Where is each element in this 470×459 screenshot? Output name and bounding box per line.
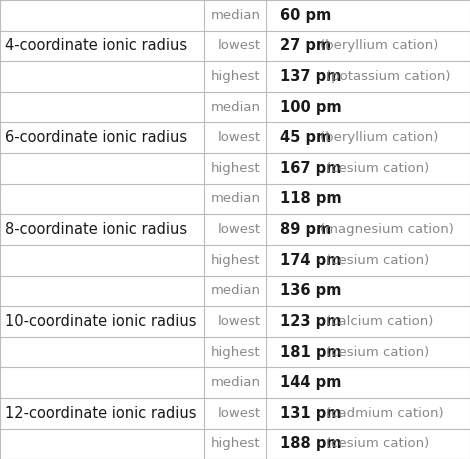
Text: highest: highest xyxy=(211,70,261,83)
Text: 100 pm: 100 pm xyxy=(280,100,341,115)
Text: lowest: lowest xyxy=(218,223,261,236)
Text: 174 pm: 174 pm xyxy=(280,253,341,268)
Text: (magnesium cation): (magnesium cation) xyxy=(320,223,454,236)
Text: median: median xyxy=(211,101,261,114)
Text: median: median xyxy=(211,192,261,206)
Text: (cesium cation): (cesium cation) xyxy=(326,254,430,267)
Text: (cesium cation): (cesium cation) xyxy=(326,437,430,450)
Text: 144 pm: 144 pm xyxy=(280,375,341,390)
Text: 136 pm: 136 pm xyxy=(280,283,341,298)
Text: 188 pm: 188 pm xyxy=(280,437,341,451)
Text: highest: highest xyxy=(211,346,261,358)
Text: 12-coordinate ionic radius: 12-coordinate ionic radius xyxy=(5,406,196,421)
Text: lowest: lowest xyxy=(218,315,261,328)
Text: lowest: lowest xyxy=(218,39,261,52)
Text: 8-coordinate ionic radius: 8-coordinate ionic radius xyxy=(5,222,187,237)
Text: lowest: lowest xyxy=(218,131,261,144)
Text: (beryllium cation): (beryllium cation) xyxy=(320,131,438,144)
Text: median: median xyxy=(211,9,261,22)
Text: 123 pm: 123 pm xyxy=(280,314,341,329)
Text: 27 pm: 27 pm xyxy=(280,39,331,53)
Text: (cesium cation): (cesium cation) xyxy=(326,162,430,175)
Text: (cadmium cation): (cadmium cation) xyxy=(326,407,444,420)
Text: median: median xyxy=(211,376,261,389)
Text: (cesium cation): (cesium cation) xyxy=(326,346,430,358)
Text: 167 pm: 167 pm xyxy=(280,161,341,176)
Text: 131 pm: 131 pm xyxy=(280,406,341,421)
Text: 10-coordinate ionic radius: 10-coordinate ionic radius xyxy=(5,314,196,329)
Text: 6-coordinate ionic radius: 6-coordinate ionic radius xyxy=(5,130,187,145)
Text: (potassium cation): (potassium cation) xyxy=(326,70,451,83)
Text: (calcium cation): (calcium cation) xyxy=(326,315,433,328)
Text: 181 pm: 181 pm xyxy=(280,345,341,359)
Text: 89 pm: 89 pm xyxy=(280,222,331,237)
Text: 4-coordinate ionic radius: 4-coordinate ionic radius xyxy=(5,39,187,53)
Text: 45 pm: 45 pm xyxy=(280,130,331,145)
Text: highest: highest xyxy=(211,162,261,175)
Text: highest: highest xyxy=(211,254,261,267)
Text: 137 pm: 137 pm xyxy=(280,69,341,84)
Text: (beryllium cation): (beryllium cation) xyxy=(320,39,438,52)
Text: 60 pm: 60 pm xyxy=(280,8,331,23)
Text: 118 pm: 118 pm xyxy=(280,191,341,207)
Text: lowest: lowest xyxy=(218,407,261,420)
Text: highest: highest xyxy=(211,437,261,450)
Text: median: median xyxy=(211,284,261,297)
